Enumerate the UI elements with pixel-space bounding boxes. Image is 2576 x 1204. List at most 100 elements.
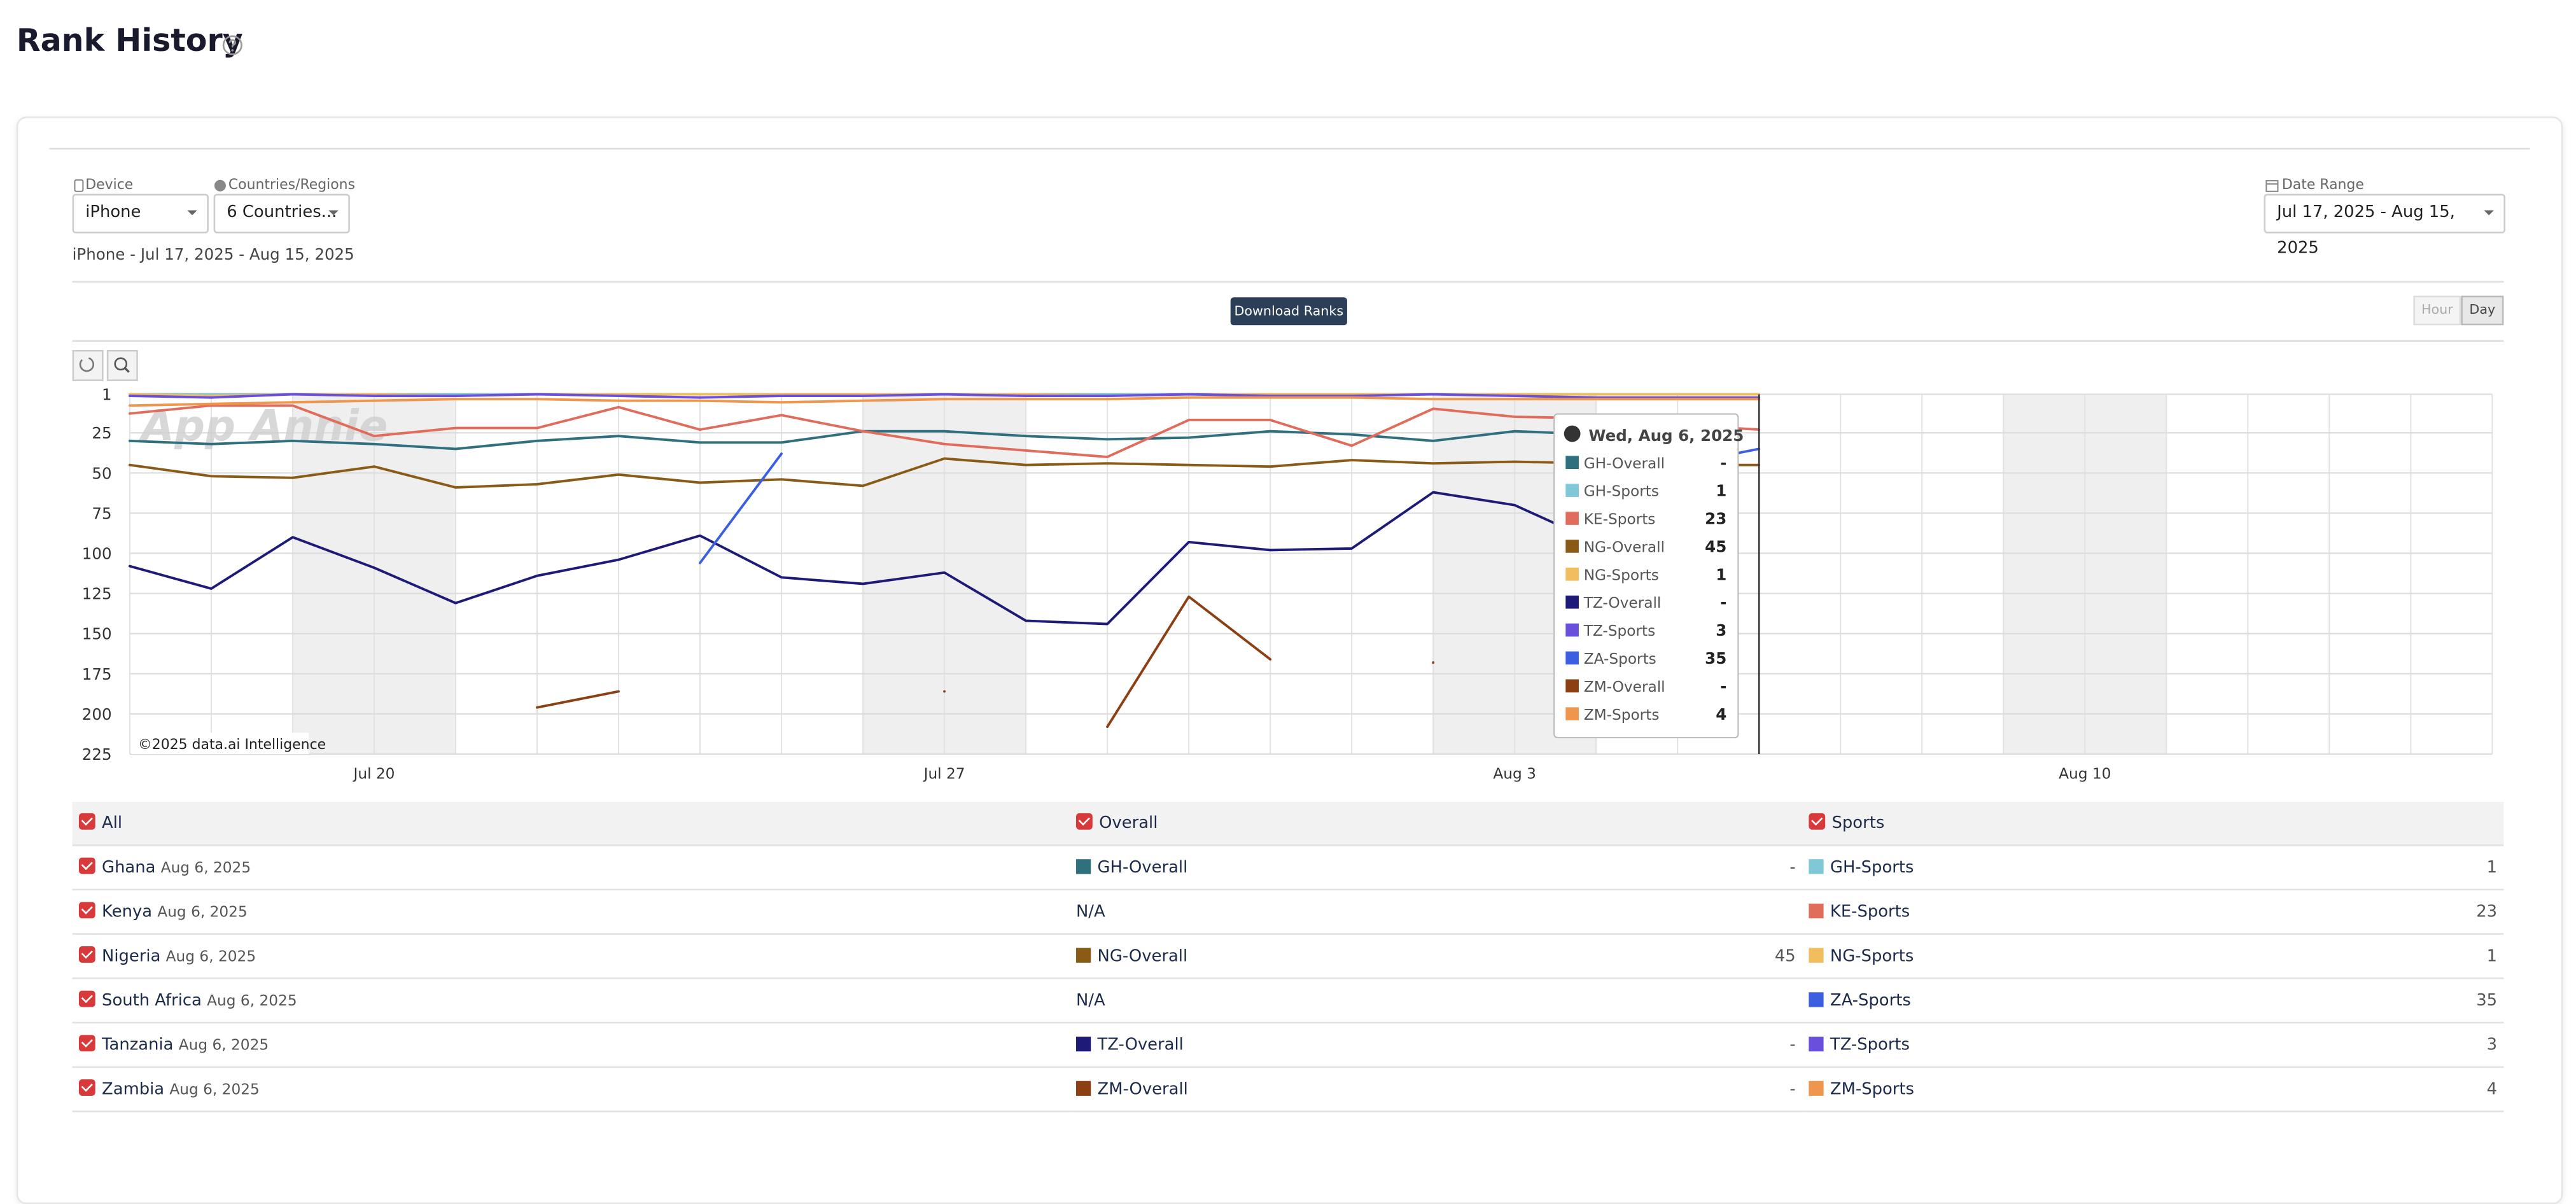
swatch (1809, 1035, 1824, 1051)
series-line (129, 457, 1761, 489)
tooltip-value: 23 (1705, 510, 1726, 528)
sports-cell: ZM-Sports 4 (1802, 1067, 2504, 1112)
divider (72, 340, 2504, 342)
swatch (1809, 991, 1824, 1007)
root: Rank History Device Countries/Regions iP… (0, 0, 2576, 1150)
summary: iPhone - Jul 17, 2025 - Aug 15, 2025 (72, 246, 354, 265)
checkbox[interactable] (78, 1079, 95, 1096)
checkbox[interactable] (1075, 813, 1093, 830)
table-row: Tanzania Aug 6, 2025 TZ-Overall - TZ-Sports… (72, 1023, 2504, 1068)
checkbox[interactable] (1809, 813, 1826, 830)
swatch (1075, 1035, 1091, 1051)
series-name: TZ-Overall (1097, 1035, 1184, 1054)
country-cell: South Africa Aug 6, 2025 (72, 978, 1070, 1024)
tooltip-value: 3 (1716, 621, 1726, 640)
swatch (1075, 1080, 1091, 1095)
tooltip-value: 35 (1705, 649, 1726, 668)
date: Aug 6, 2025 (165, 949, 256, 966)
overall-cell: NG-Overall 45 (1069, 934, 1803, 979)
checkbox[interactable] (78, 990, 95, 1007)
tooltip-series-name: NG-Sports (1584, 566, 1659, 584)
sports-cell: NG-Sports 1 (1802, 934, 2504, 979)
device-label: Device (85, 177, 134, 194)
tooltip-swatch (1565, 512, 1579, 525)
countries-dropdown[interactable]: 6 Countries... (213, 193, 350, 234)
checkbox[interactable] (78, 857, 95, 874)
device-icon (74, 179, 84, 192)
tooltip-series-name: NG-Overall (1584, 538, 1665, 556)
tooltip-series-name: KE-Sports (1584, 511, 1656, 528)
credit-bg (131, 732, 309, 754)
swatch (1809, 902, 1824, 918)
header-label: Overall (1099, 815, 1158, 833)
tooltip-swatch (1565, 567, 1579, 581)
table-header: All Overall Sports (72, 801, 2504, 846)
header-label: All (102, 815, 123, 833)
not-available: N/A (1075, 991, 1105, 1010)
country-cell: Zambia Aug 6, 2025 (72, 1067, 1070, 1112)
overall-cell: N/A (1069, 889, 1803, 935)
tooltip-value: - (1720, 593, 1726, 612)
tooltip-value: 1 (1716, 565, 1726, 584)
page-title: Rank History (16, 23, 243, 59)
overall-cell: ZM-Overall - (1069, 1067, 1803, 1112)
table-row: Nigeria Aug 6, 2025 NG-Overall 45 NG-Sports… (72, 934, 2504, 979)
tooltip-series-name: GH-Sports (1584, 483, 1659, 500)
overall-cell: GH-Overall - (1069, 845, 1803, 891)
globe-icon (214, 179, 226, 192)
download-button[interactable]: Download Ranks (1230, 297, 1347, 326)
checkbox[interactable] (78, 813, 95, 830)
country: Kenya (102, 903, 153, 922)
header-cell[interactable]: Sports (1802, 801, 2504, 846)
y-tick-label: 225 (82, 745, 112, 764)
y-tick-label: 50 (92, 464, 111, 482)
series-name: NG-Overall (1097, 947, 1188, 965)
rank-value: - (1789, 1035, 1796, 1054)
tooltip-series-name: GH-Overall (1584, 455, 1665, 472)
swatch (1809, 1080, 1824, 1095)
swatch (1075, 858, 1091, 874)
table-wrap: All Overall Sports Ghana Aug 6, 2025 GH-O… (72, 801, 2504, 1112)
y-tick-label: 1 (102, 386, 112, 404)
rank-value: - (1789, 858, 1796, 877)
country-cell: Kenya Aug 6, 2025 (72, 889, 1070, 935)
zoom-controls[interactable] (72, 349, 138, 381)
rank-value: 1 (2486, 858, 2498, 877)
tooltip-value: - (1720, 677, 1726, 696)
overall-cell: N/A (1069, 978, 1803, 1024)
series-name: KE-Sports (1830, 902, 1910, 921)
tooltip-value: 1 (1716, 482, 1726, 500)
y-tick-label: 150 (82, 625, 112, 643)
series-name: ZM-Sports (1830, 1080, 1915, 1098)
day-button[interactable]: Day (2461, 295, 2504, 326)
device-dropdown[interactable]: iPhone (72, 193, 209, 234)
sports-cell: TZ-Sports 3 (1802, 1023, 2504, 1068)
header-cell[interactable]: Overall (1069, 801, 1803, 846)
checkbox[interactable] (78, 902, 95, 919)
country: South Africa (102, 992, 202, 1011)
checkbox[interactable] (78, 1035, 95, 1052)
x-tick-label: Jul 27 (923, 766, 965, 783)
header-cell[interactable]: All (72, 801, 1070, 846)
series-name: NG-Sports (1830, 947, 1914, 965)
x-tick-label: Aug 10 (2059, 766, 2111, 783)
tooltip-series-name: ZM-Overall (1584, 678, 1665, 696)
sports-cell: KE-Sports 23 (1802, 889, 2504, 935)
y-tick-label: 100 (82, 545, 112, 563)
date-range-dropdown[interactable]: Jul 17, 2025 - Aug 15, 2025 (2264, 193, 2505, 258)
series-name: TZ-Sports (1830, 1035, 1910, 1054)
tooltip-series-name: TZ-Sports (1583, 622, 1656, 640)
country: Ghana (102, 859, 156, 878)
sports-cell: ZA-Sports 35 (1802, 978, 2504, 1024)
help-icon[interactable] (222, 34, 244, 56)
hour-button[interactable]: Hour (2413, 295, 2461, 326)
rank-value: 35 (2476, 991, 2498, 1010)
y-tick-label: 75 (92, 504, 111, 522)
tooltip-swatch (1565, 679, 1579, 693)
series-line (536, 595, 1435, 728)
date-range-label: Date Range (2281, 177, 2364, 194)
checkbox[interactable] (78, 946, 95, 963)
x-tick-label: Aug 3 (1493, 766, 1536, 783)
series-name: GH-Overall (1097, 858, 1188, 877)
tooltip-swatch (1565, 456, 1579, 470)
